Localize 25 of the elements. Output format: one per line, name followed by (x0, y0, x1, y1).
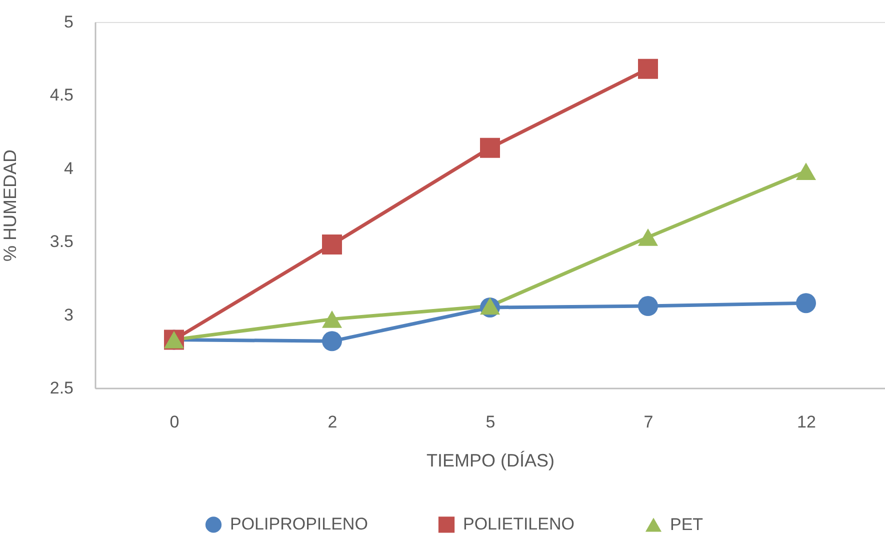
x-tick-label: 2 (328, 412, 338, 432)
point (480, 138, 500, 158)
point (796, 293, 816, 314)
y-tick-label: 5 (64, 12, 74, 32)
point (322, 234, 342, 255)
x-tick-label: 12 (797, 412, 816, 432)
y-tick-label: 3 (64, 305, 74, 324)
point (638, 228, 658, 246)
x-tick-label: 7 (644, 412, 654, 432)
x-tick-label: 0 (170, 412, 180, 432)
point (322, 331, 342, 352)
legend-label: PET (670, 514, 704, 534)
point (638, 296, 658, 316)
legend-label: POLIETILENO (463, 514, 574, 534)
y-axis-title: % HUMEDAD (0, 149, 20, 262)
legend-label: POLIPROPILENO (230, 514, 368, 534)
x-tick-label: 5 (486, 412, 496, 432)
y-tick-label: 3.5 (50, 232, 74, 252)
y-tick-label: 4.5 (50, 86, 74, 105)
y-tick-label: 4 (64, 158, 74, 178)
point (638, 58, 658, 79)
point (322, 310, 342, 328)
point (796, 162, 816, 180)
x-axis-title: TIEMPO (DÍAS) (426, 450, 555, 470)
y-tick-label: 2.5 (50, 378, 74, 398)
